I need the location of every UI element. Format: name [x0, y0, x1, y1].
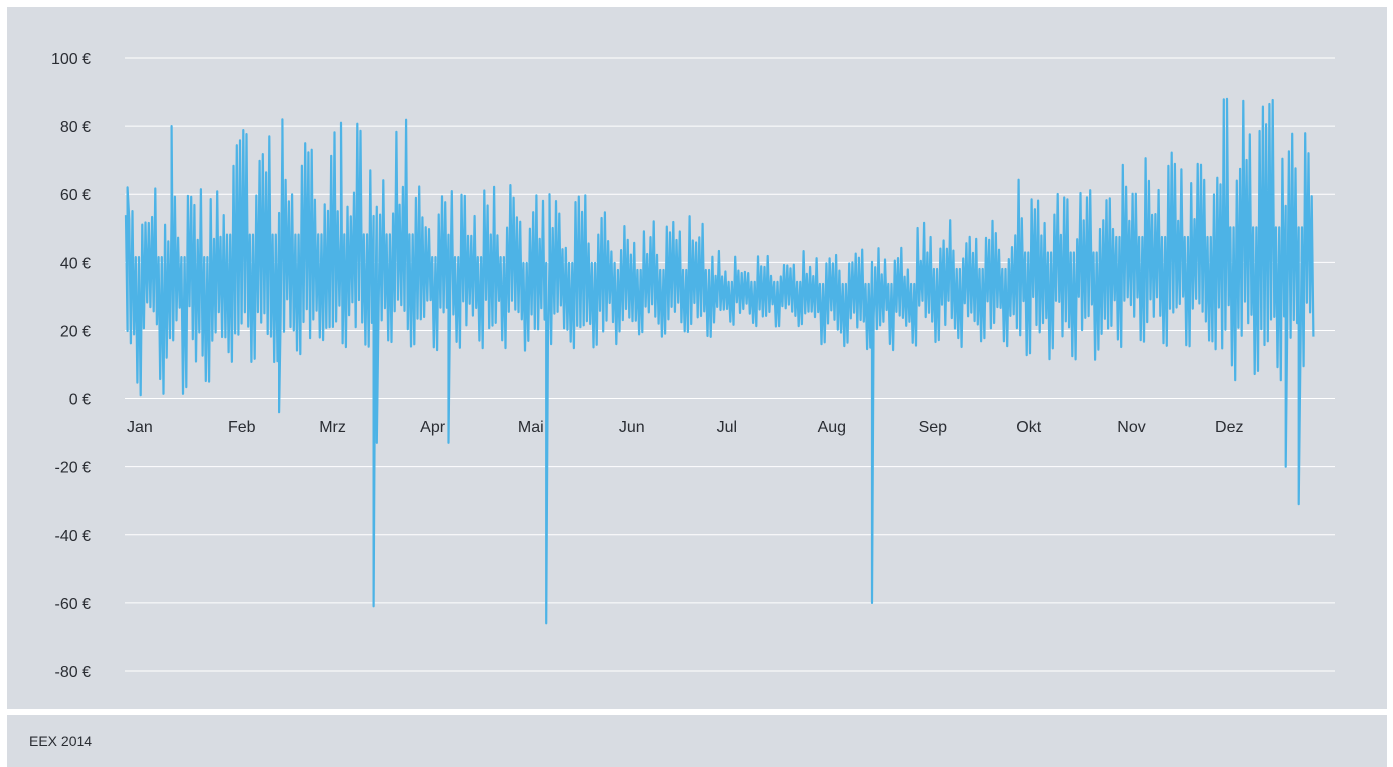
x-tick-label: Jan — [127, 419, 153, 436]
y-tick-label: 40 € — [60, 255, 91, 272]
series-layer — [124, 97, 1315, 625]
y-tick-label: 100 € — [51, 51, 91, 68]
y-axis-tick-labels: 100 € 80 € 60 € 40 € 20 € 0 € -20 € -40 € -60 € -… — [51, 51, 91, 681]
y-tick-label: 80 € — [60, 119, 91, 136]
y-tick-label: -40 € — [55, 528, 92, 545]
price-line-chart: 100 € 80 € 60 € 40 € 20 € 0 € -20 € -40 € -60 € -… — [51, 51, 1335, 681]
chart-panel: 100 € 80 € 60 € 40 € 20 € 0 € -20 € -40 € -60 € -… — [7, 7, 1387, 709]
x-tick-label: Dez — [1215, 419, 1243, 436]
x-tick-label: Mai — [518, 419, 544, 436]
y-tick-label: -20 € — [55, 460, 92, 477]
x-tick-label: Apr — [420, 419, 446, 436]
x-tick-label: Mrz — [319, 419, 346, 436]
x-tick-label: Jun — [619, 419, 645, 436]
x-tick-label: Aug — [818, 419, 846, 436]
y-tick-label: 20 € — [60, 323, 91, 340]
x-tick-label: Sep — [919, 419, 948, 436]
x-axis-month-labels: Jan Feb Mrz Apr Mai Jun Jul Aug Sep Okt Nov Dez — [127, 419, 1243, 436]
y-tick-label: -80 € — [55, 664, 92, 681]
x-tick-label: Nov — [1117, 419, 1145, 436]
grid-lines — [125, 57, 1335, 672]
source-note: EEX 2014 — [29, 733, 93, 749]
y-tick-label: 60 € — [60, 187, 91, 204]
y-tick-label: -60 € — [55, 596, 92, 613]
x-tick-label: Feb — [228, 419, 256, 436]
source-panel: EEX 2014 — [7, 715, 1387, 767]
x-tick-label: Okt — [1016, 419, 1041, 436]
y-tick-label: 0 € — [69, 392, 91, 409]
x-tick-label: Jul — [717, 419, 737, 436]
price-series-line — [124, 97, 1315, 625]
